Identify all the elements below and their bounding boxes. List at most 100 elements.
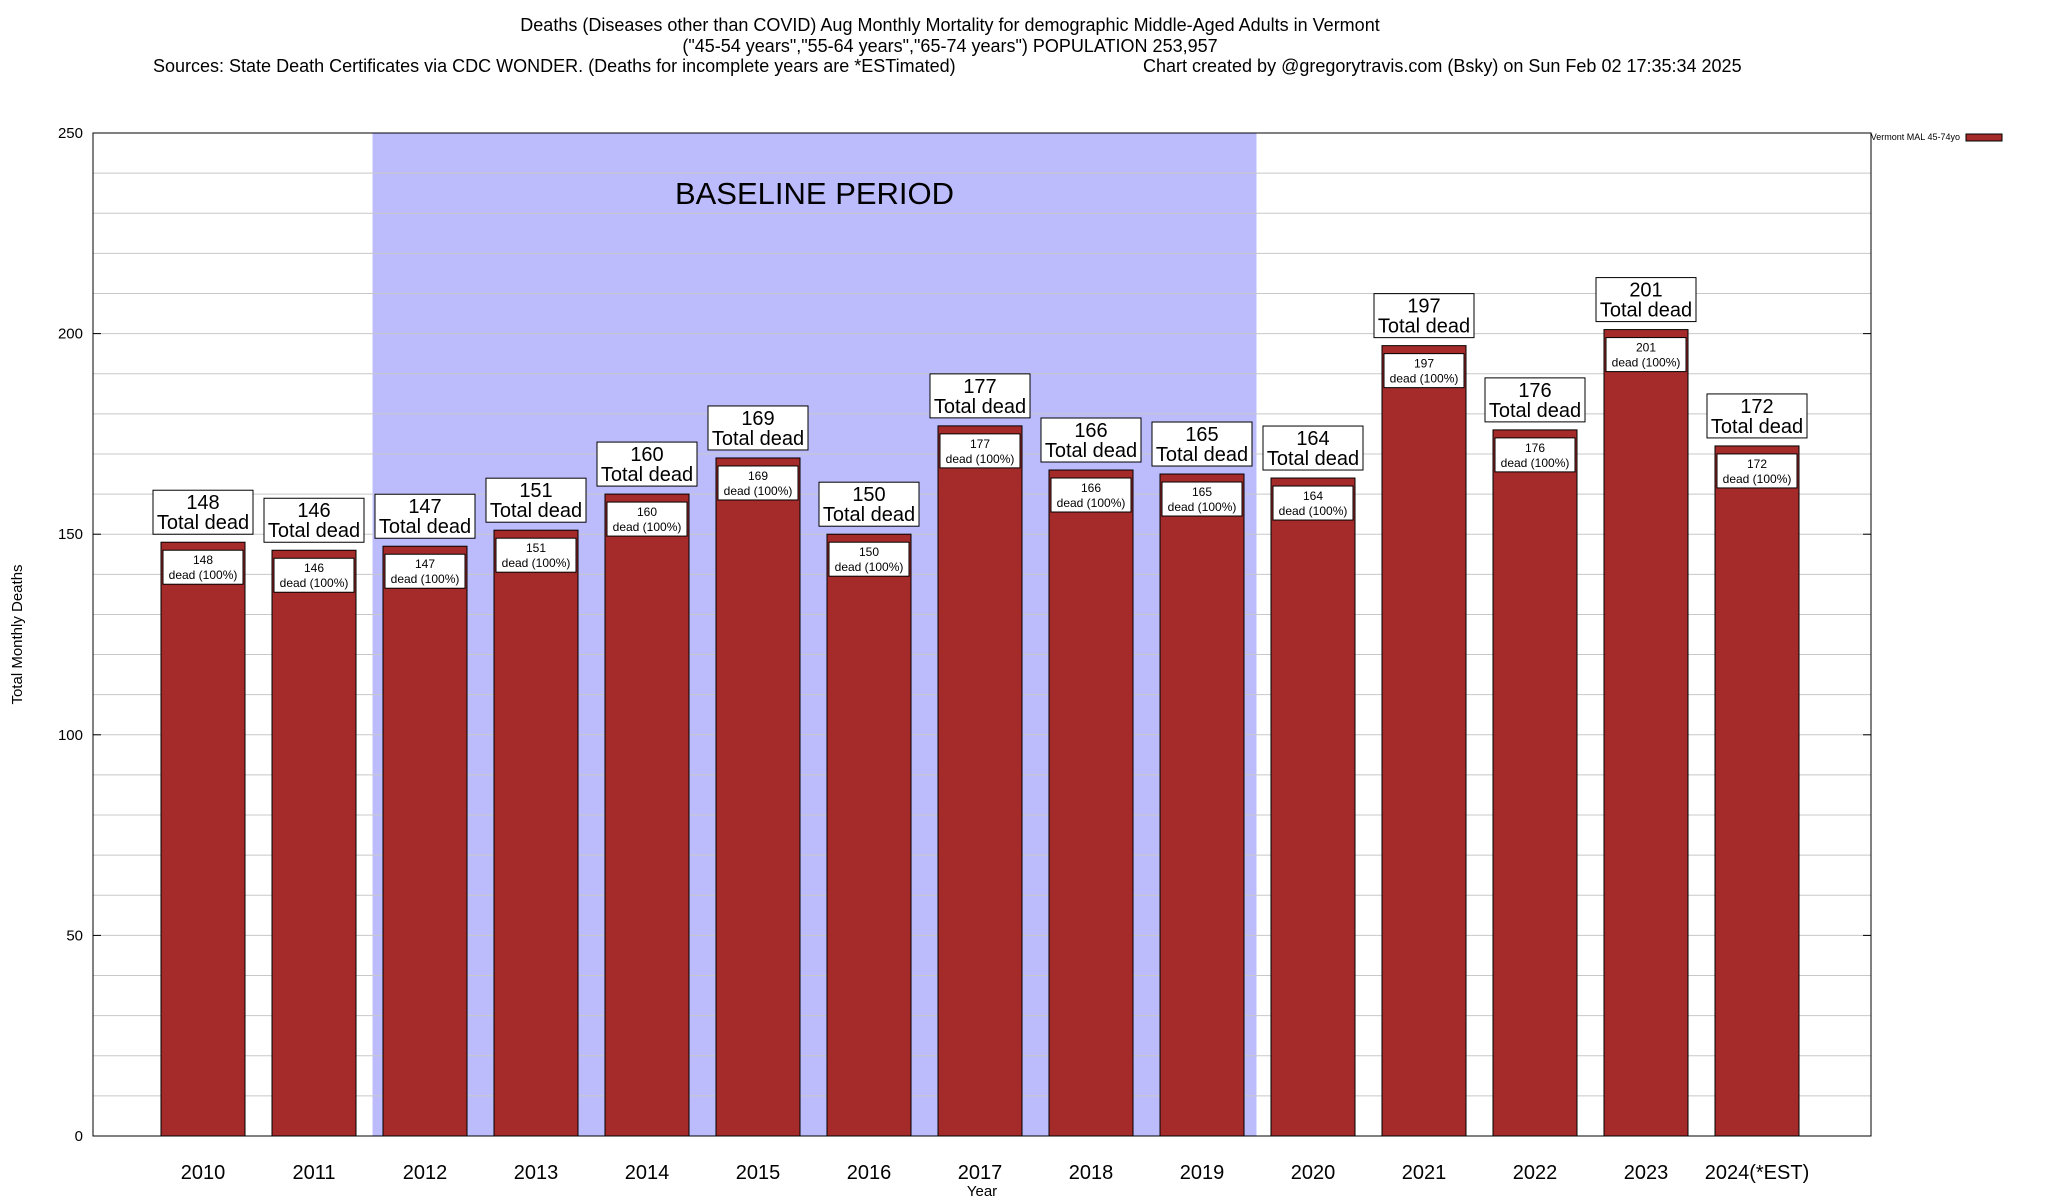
- x-tick-label: 2015: [736, 1162, 781, 1184]
- total-value-label: 150: [852, 484, 885, 506]
- total-text-label: Total dead: [1156, 444, 1248, 466]
- total-value-label: 147: [408, 496, 441, 518]
- bar: [1603, 329, 1689, 1137]
- x-axis-title: Year: [967, 1183, 997, 1200]
- total-label-box: [485, 477, 587, 523]
- total-label-box: [818, 481, 920, 527]
- bar: [715, 457, 801, 1137]
- x-tick-label: 2012: [403, 1162, 448, 1184]
- total-value-label: 177: [963, 376, 996, 398]
- bar: [826, 533, 912, 1137]
- total-value-label: 148: [186, 492, 219, 514]
- inner-label-box: [1605, 337, 1687, 373]
- total-text-label: Total dead: [268, 520, 360, 542]
- chart-credit: Chart created by @gregorytravis.com (Bsk…: [1143, 56, 1742, 76]
- total-text-label: Total dead: [1600, 300, 1692, 322]
- total-value-label: 146: [297, 500, 330, 522]
- x-tick-label: 2010: [181, 1162, 226, 1184]
- inner-pct-label: dead (100%): [391, 572, 460, 586]
- total-text-label: Total dead: [1378, 316, 1470, 338]
- inner-value-label: 165: [1192, 485, 1212, 499]
- total-label-box: [1262, 425, 1364, 471]
- inner-pct-label: dead (100%): [1501, 456, 1570, 470]
- total-text-label: Total dead: [823, 504, 915, 526]
- y-tick-label: 50: [66, 927, 83, 944]
- inner-label-box: [1716, 453, 1798, 489]
- inner-label-box: [273, 557, 355, 593]
- inner-value-label: 146: [304, 561, 324, 575]
- inner-pct-label: dead (100%): [724, 484, 793, 498]
- y-tick-label: 200: [58, 326, 83, 343]
- x-tick-label: 2024(*EST): [1705, 1162, 1810, 1184]
- total-text-label: Total dead: [712, 428, 804, 450]
- inner-label-box: [717, 465, 799, 501]
- total-label-box: [1484, 377, 1586, 423]
- inner-value-label: 160: [637, 505, 657, 519]
- total-value-label: 169: [741, 408, 774, 430]
- x-tick-label: 2018: [1069, 1162, 1114, 1184]
- inner-label-box: [1161, 481, 1243, 517]
- total-value-label: 166: [1074, 420, 1107, 442]
- inner-pct-label: dead (100%): [946, 452, 1015, 466]
- baseline-label: BASELINE PERIOD: [675, 176, 954, 211]
- inner-value-label: 201: [1636, 341, 1656, 355]
- inner-value-label: 148: [193, 553, 213, 567]
- inner-label-box: [495, 537, 577, 573]
- total-value-label: 164: [1296, 428, 1329, 450]
- inner-label-box: [1383, 353, 1465, 389]
- inner-pct-label: dead (100%): [1612, 356, 1681, 370]
- x-tick-label: 2020: [1291, 1162, 1336, 1184]
- inner-pct-label: dead (100%): [280, 576, 349, 590]
- inner-pct-label: dead (100%): [1279, 504, 1348, 518]
- inner-label-box: [162, 549, 244, 585]
- inner-value-label: 172: [1747, 457, 1767, 471]
- total-label-box: [152, 489, 254, 535]
- total-label-box: [1595, 277, 1697, 323]
- chart-title-line1: Deaths (Diseases other than COVID) Aug M…: [520, 15, 1380, 35]
- x-tick-label: 2014: [625, 1162, 670, 1184]
- chart-sources: Sources: State Death Certificates via CD…: [153, 56, 956, 76]
- total-text-label: Total dead: [157, 512, 249, 534]
- bar: [1714, 445, 1800, 1137]
- inner-value-label: 150: [859, 545, 879, 559]
- y-axis-title: Total Monthly Deaths: [9, 564, 26, 704]
- inner-label-box: [606, 501, 688, 537]
- legend-swatch: [1965, 133, 2003, 142]
- bar: [604, 493, 690, 1137]
- inner-pct-label: dead (100%): [1168, 500, 1237, 514]
- total-text-label: Total dead: [1711, 416, 1803, 438]
- inner-pct-label: dead (100%): [1057, 496, 1126, 510]
- inner-label-box: [1272, 485, 1354, 521]
- total-text-label: Total dead: [1045, 440, 1137, 462]
- inner-label-box: [828, 541, 910, 577]
- inner-value-label: 169: [748, 469, 768, 483]
- total-text-label: Total dead: [934, 396, 1026, 418]
- inner-label-box: [1050, 477, 1132, 513]
- total-value-label: 201: [1629, 280, 1662, 302]
- total-value-label: 197: [1407, 296, 1440, 318]
- total-text-label: Total dead: [1489, 400, 1581, 422]
- inner-label-box: [1494, 437, 1576, 473]
- inner-value-label: 176: [1525, 441, 1545, 455]
- x-tick-label: 2017: [958, 1162, 1003, 1184]
- total-label-box: [1373, 293, 1475, 339]
- x-tick-label: 2019: [1180, 1162, 1225, 1184]
- total-value-label: 176: [1518, 380, 1551, 402]
- chart-title-line2: ("45-54 years","55-64 years","65-74 year…: [682, 36, 1218, 56]
- total-label-box: [1040, 417, 1142, 463]
- total-text-label: Total dead: [379, 516, 471, 538]
- total-label-box: [1151, 421, 1253, 467]
- inner-value-label: 151: [526, 541, 546, 555]
- y-tick-label: 0: [75, 1128, 83, 1145]
- inner-label-box: [384, 553, 466, 589]
- total-label-box: [596, 441, 698, 487]
- inner-label-box: [939, 433, 1021, 469]
- y-tick-label: 250: [58, 125, 83, 142]
- bar: [493, 529, 579, 1137]
- total-text-label: Total dead: [490, 500, 582, 522]
- inner-pct-label: dead (100%): [835, 560, 904, 574]
- total-value-label: 165: [1185, 424, 1218, 446]
- total-text-label: Total dead: [1267, 448, 1359, 470]
- inner-value-label: 177: [970, 437, 990, 451]
